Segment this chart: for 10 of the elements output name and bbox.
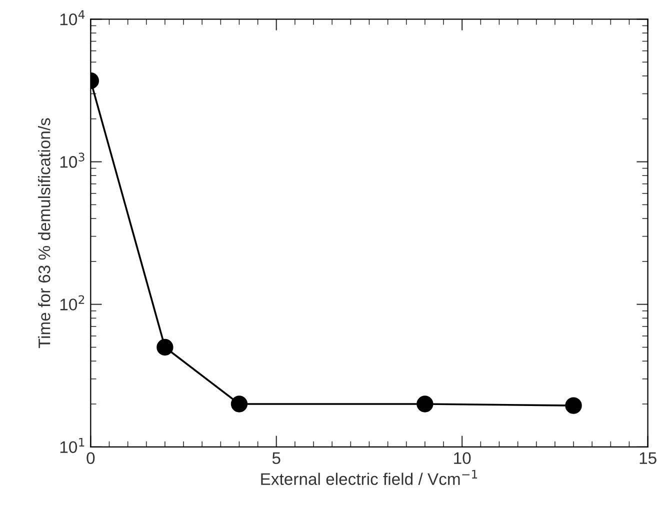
x-tick-label: 10 [454, 452, 471, 464]
x-tick-label: 15 [640, 452, 656, 464]
y-axis-title: Time for 63 % demulsification/s [38, 118, 50, 348]
y-tick-label: 10$^{3}$ [60, 152, 84, 168]
x-axis-title: External electric field / Vcm$^{−1}$ [261, 470, 478, 486]
y-tick-label: 10$^{1}$ [60, 438, 84, 454]
x-tick-label: 5 [272, 452, 280, 464]
y-tick-label: 10$^{4}$ [60, 10, 85, 26]
y-tick-label: 10$^{2}$ [60, 295, 84, 310]
x-tick-label: 0 [86, 452, 95, 464]
